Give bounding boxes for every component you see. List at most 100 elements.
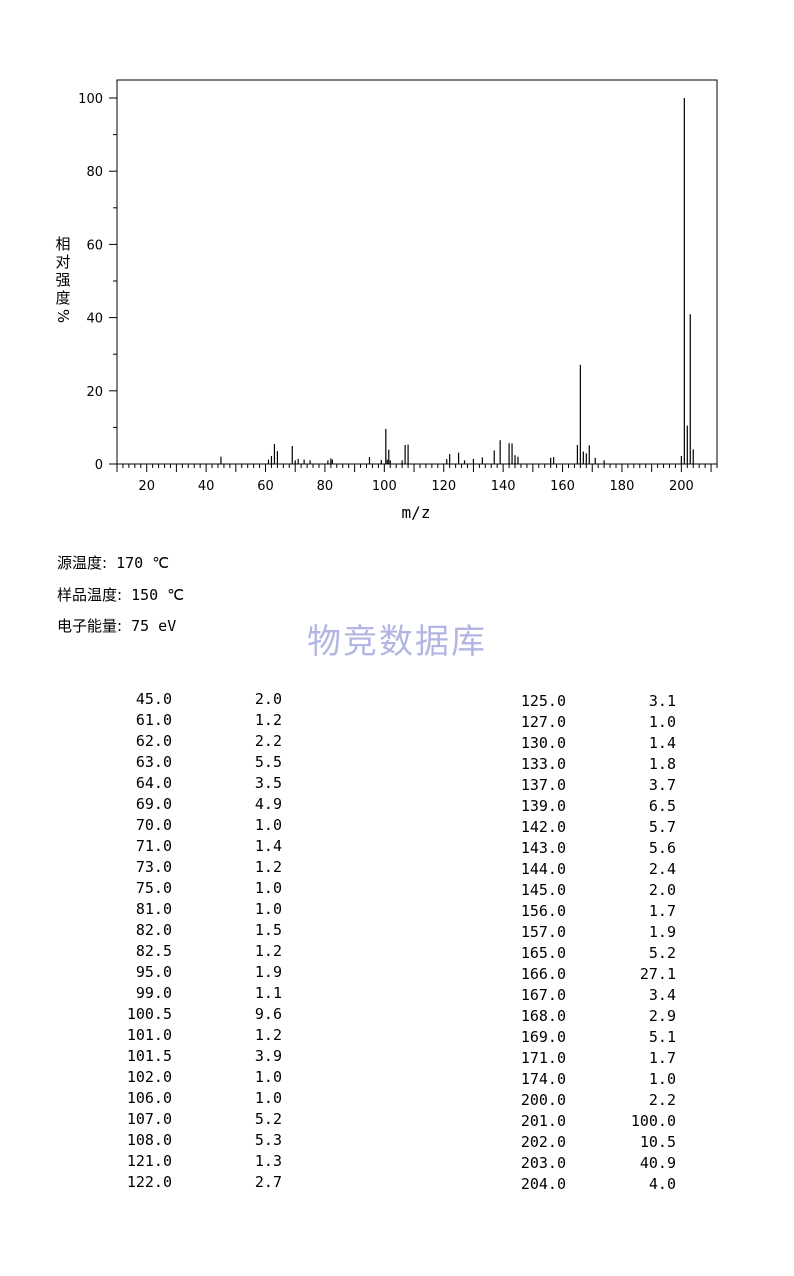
peak-table-row: 167.0 3.4	[397, 986, 794, 1007]
peak-intensity: 2.0	[648, 881, 676, 899]
peak-intensity: 5.5	[254, 753, 282, 771]
electron-energy-label: 电子能量:	[57, 617, 123, 635]
peak-intensity: 1.0	[254, 1089, 282, 1107]
x-tick-label: 140	[491, 479, 516, 494]
peak-table-row: 73.0 1.2	[0, 858, 397, 879]
sample-temperature-label: 样品温度:	[57, 586, 123, 604]
peak-mz: 71.0	[135, 837, 172, 855]
peak-mz: 102.0	[126, 1068, 172, 1086]
peak-intensity: 1.0	[254, 816, 282, 834]
peak-intensity: 2.2	[648, 1091, 676, 1109]
peak-intensity: 1.0	[648, 1070, 676, 1088]
peak-table-row: 69.0 4.9	[0, 795, 397, 816]
x-tick-label: 20	[138, 479, 155, 494]
peak-table-left: 45.0 2.0 61.0 1.2 62.0 2.2 63.0 5.5 64.0 3.5 69.0 4…	[0, 690, 397, 1191]
peak-intensity: 1.1	[254, 984, 282, 1002]
plot-frame	[116, 79, 718, 465]
x-axis: 20 40 60 80 100 120 140 160 180 200	[116, 464, 718, 494]
peak-table-row: 100.5 9.6	[0, 1005, 397, 1026]
peak-mz: 156.0	[520, 902, 566, 920]
peak-mz: 130.0	[520, 734, 566, 752]
y-axis-label-char: 强	[55, 271, 70, 289]
peak-intensity: 100.0	[630, 1112, 676, 1130]
peak-intensity: 1.0	[254, 879, 282, 897]
peak-mz: 204.0	[520, 1175, 566, 1193]
peak-table-right: 125.0 3.1 127.0 1.0 130.0 1.4 133.0 1.8 137.0 3.7…	[397, 692, 794, 1193]
peak-mz: 145.0	[520, 881, 566, 899]
peak-intensity: 1.4	[254, 837, 282, 855]
peak-mz: 99.0	[135, 984, 172, 1002]
peak-intensity: 2.0	[254, 690, 282, 708]
peak-mz: 137.0	[520, 776, 566, 794]
peak-intensity: 1.8	[648, 755, 676, 773]
peak-mz: 122.0	[126, 1173, 172, 1191]
peak-table-row: 61.0 1.2	[0, 711, 397, 732]
peak-intensity: 1.7	[648, 1049, 676, 1067]
peak-intensity: 10.5	[639, 1133, 676, 1151]
peak-intensity: 1.9	[254, 963, 282, 981]
peak-table-row: 144.0 2.4	[397, 860, 794, 881]
peak-table-row: 125.0 3.1	[397, 692, 794, 713]
peak-mz: 165.0	[520, 944, 566, 962]
peak-intensity: 5.7	[648, 818, 676, 836]
x-tick-label: 40	[198, 479, 215, 494]
peak-mz: 202.0	[520, 1133, 566, 1151]
peak-mz: 171.0	[520, 1049, 566, 1067]
peak-intensity: 9.6	[254, 1005, 282, 1023]
peak-mz: 70.0	[135, 816, 172, 834]
peak-mz: 203.0	[520, 1154, 566, 1172]
watermark: 物竞数据库	[307, 622, 487, 662]
peak-mz: 142.0	[520, 818, 566, 836]
peak-mz: 63.0	[135, 753, 172, 771]
y-axis-label-char: 相	[55, 235, 70, 253]
x-tick-label: 180	[610, 479, 635, 494]
peak-table-row: 81.0 1.0	[0, 900, 397, 921]
y-axis-label-char: 度	[55, 289, 70, 307]
peak-table-row: 139.0 6.5	[397, 797, 794, 818]
peak-mz: 81.0	[135, 900, 172, 918]
peak-intensity: 1.2	[254, 711, 282, 729]
electron-energy-value: 75 eV	[131, 617, 177, 635]
peak-mz: 69.0	[135, 795, 172, 813]
x-tick-label: 160	[550, 479, 575, 494]
peak-table-row: 142.0 5.7	[397, 818, 794, 839]
peak-intensity: 2.4	[648, 860, 676, 878]
peak-table-row: 203.0 40.9	[397, 1154, 794, 1175]
peak-table-row: 101.0 1.2	[0, 1026, 397, 1047]
peak-table-row: 137.0 3.7	[397, 776, 794, 797]
peak-table-row: 157.0 1.9	[397, 923, 794, 944]
peak-table-row: 145.0 2.0	[397, 881, 794, 902]
peak-intensity: 2.2	[254, 732, 282, 750]
peak-mz: 144.0	[520, 860, 566, 878]
peak-mz: 45.0	[135, 690, 172, 708]
peak-mz: 73.0	[135, 858, 172, 876]
peak-intensity: 3.9	[254, 1047, 282, 1065]
electron-energy: 电子能量: 75 eV	[57, 615, 176, 636]
peak-intensity: 27.1	[639, 965, 676, 983]
sample-temperature-value: 150 ℃	[131, 586, 185, 604]
x-tick-label: 60	[257, 479, 274, 494]
x-tick-label: 80	[317, 479, 334, 494]
peak-intensity: 5.2	[254, 1110, 282, 1128]
peak-table-row: 71.0 1.4	[0, 837, 397, 858]
x-tick-label: 100	[372, 479, 397, 494]
peak-table-row: 130.0 1.4	[397, 734, 794, 755]
peak-table-row: 82.0 1.5	[0, 921, 397, 942]
peak-intensity: 4.0	[648, 1175, 676, 1193]
peak-intensity: 1.3	[254, 1152, 282, 1170]
peak-intensity: 5.2	[648, 944, 676, 962]
peak-mz: 127.0	[520, 713, 566, 731]
peak-table-row: 156.0 1.7	[397, 902, 794, 923]
source-temperature: 源温度: 170 ℃	[57, 552, 169, 573]
peak-mz: 125.0	[520, 692, 566, 710]
peak-mz: 106.0	[126, 1089, 172, 1107]
peak-table-row: 171.0 1.7	[397, 1049, 794, 1070]
peak-bars	[220, 98, 694, 464]
peak-mz: 143.0	[520, 839, 566, 857]
peak-mz: 82.5	[135, 942, 172, 960]
y-axis-label-char: %	[54, 309, 72, 323]
peak-intensity: 1.2	[254, 942, 282, 960]
peak-table-row: 204.0 4.0	[397, 1175, 794, 1196]
peak-mz: 62.0	[135, 732, 172, 750]
